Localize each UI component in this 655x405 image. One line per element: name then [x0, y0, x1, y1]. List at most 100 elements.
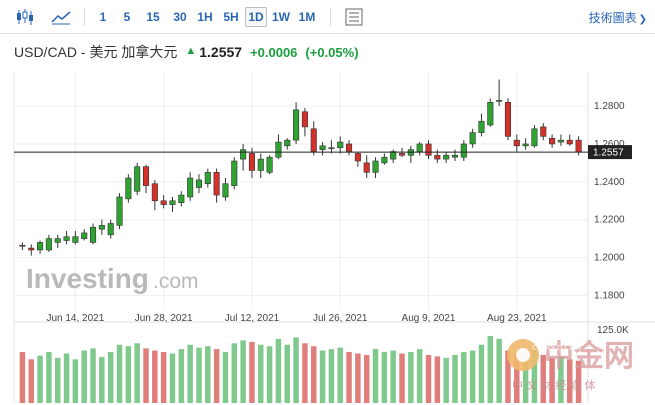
candle-body	[19, 244, 26, 247]
volume-bar	[160, 352, 167, 403]
axes: 1.2800 1.2600 1.2400 1.2200 1.2000 1.1800 Jun …	[46, 101, 632, 336]
y-tick-label: 1.2000	[594, 253, 625, 264]
candle	[478, 113, 485, 137]
candle-body	[310, 128, 317, 152]
x-tick-label: Jul 26, 2021	[313, 313, 368, 324]
price-change: +0.0006	[250, 45, 298, 60]
volume-bar	[72, 359, 79, 403]
volume-bar	[46, 352, 52, 403]
volume-bar	[213, 349, 220, 403]
volume-bar	[169, 353, 176, 403]
candle-body	[116, 196, 123, 226]
area-chart-icon[interactable]	[50, 7, 72, 27]
candle	[487, 98, 494, 127]
volume-bar	[381, 352, 388, 403]
candle-body	[346, 143, 353, 152]
candle-body	[557, 139, 564, 143]
volume-bar	[469, 350, 476, 403]
price-change-percent: (+0.05%)	[305, 45, 359, 60]
period-1-minute-button[interactable]: 1	[99, 10, 107, 24]
candle-body	[195, 179, 203, 188]
technical-chart-label: 技術圖表	[588, 11, 637, 25]
volume-bar	[231, 343, 238, 403]
watermark-subtext: 中 文 财 经 媒 体	[512, 378, 595, 392]
candle-body	[134, 166, 141, 192]
candle	[63, 231, 70, 245]
candle	[407, 145, 414, 163]
up-arrow-icon: ▲	[185, 45, 197, 57]
volume-bar	[81, 350, 87, 403]
y-tick-label: 1.2600	[594, 139, 625, 150]
candle	[169, 196, 176, 213]
volume-bar	[302, 343, 308, 403]
candle	[248, 147, 255, 179]
candle-body	[275, 141, 282, 158]
candle-body	[443, 155, 450, 160]
candle-body	[63, 236, 70, 241]
candle	[310, 121, 317, 156]
candle	[240, 143, 247, 171]
candle-body	[28, 247, 35, 251]
candle-body	[390, 151, 397, 160]
candle	[187, 172, 194, 201]
candle	[142, 164, 150, 194]
candle-body	[398, 153, 406, 156]
candle-body	[575, 139, 582, 153]
volume-bar	[143, 348, 149, 403]
candle-body	[204, 172, 211, 185]
volume-bar	[390, 350, 396, 403]
candle-body	[504, 101, 511, 137]
candlestick-chart-icon[interactable]	[14, 7, 36, 27]
volume-bar	[293, 337, 299, 403]
candle	[460, 140, 467, 161]
volume-bar	[443, 357, 449, 403]
period-1-hour-button[interactable]: 1H	[197, 10, 213, 24]
period-15-minute-button[interactable]: 15	[146, 10, 160, 24]
candle	[549, 134, 556, 148]
current-price-tag	[588, 145, 632, 160]
candle-body	[381, 156, 388, 164]
period-5-minute-button[interactable]: 5	[123, 10, 131, 24]
technical-chart-link[interactable]: 技術圖表 ❯	[589, 9, 647, 26]
period-1-month-button[interactable]: 1M	[298, 10, 316, 24]
candle	[98, 219, 105, 235]
candle	[195, 174, 203, 194]
period-1-week-button[interactable]: 1W	[272, 10, 290, 24]
volume-bar	[425, 354, 432, 403]
candle	[90, 223, 97, 245]
candle-body	[142, 166, 150, 186]
candle-body	[90, 226, 97, 243]
candle	[45, 234, 52, 252]
candle-body	[248, 153, 255, 171]
candle-body	[151, 183, 158, 202]
volume-bar	[452, 354, 458, 403]
period-5-hour-button[interactable]: 5H	[223, 10, 239, 24]
volume-bar	[567, 359, 573, 403]
volume-bar	[549, 357, 555, 403]
candle	[266, 155, 273, 175]
candle	[151, 179, 158, 211]
candle-body	[240, 149, 247, 160]
candle	[337, 136, 344, 154]
y-tick-label: 1.2200	[594, 215, 625, 226]
volume-bar	[258, 344, 264, 403]
volume-bar	[63, 353, 70, 403]
candle	[443, 151, 450, 163]
x-tick-label: Aug 23, 2021	[487, 313, 547, 324]
candle	[566, 134, 573, 146]
candle-body	[54, 238, 61, 243]
volume-bar	[99, 357, 105, 403]
volume-bar	[363, 354, 370, 403]
candle-body	[169, 200, 176, 205]
volume-bar	[319, 350, 326, 403]
candle-body	[460, 143, 467, 158]
candle-body	[284, 139, 291, 147]
period-1-day-button[interactable]: 1D	[245, 7, 267, 27]
volume-bar	[355, 353, 361, 403]
volume-bar	[196, 347, 202, 403]
candle-body	[337, 141, 344, 149]
period-30-minute-button[interactable]: 30	[173, 10, 187, 24]
candle	[469, 128, 476, 148]
settings-panel-icon[interactable]	[343, 7, 365, 27]
